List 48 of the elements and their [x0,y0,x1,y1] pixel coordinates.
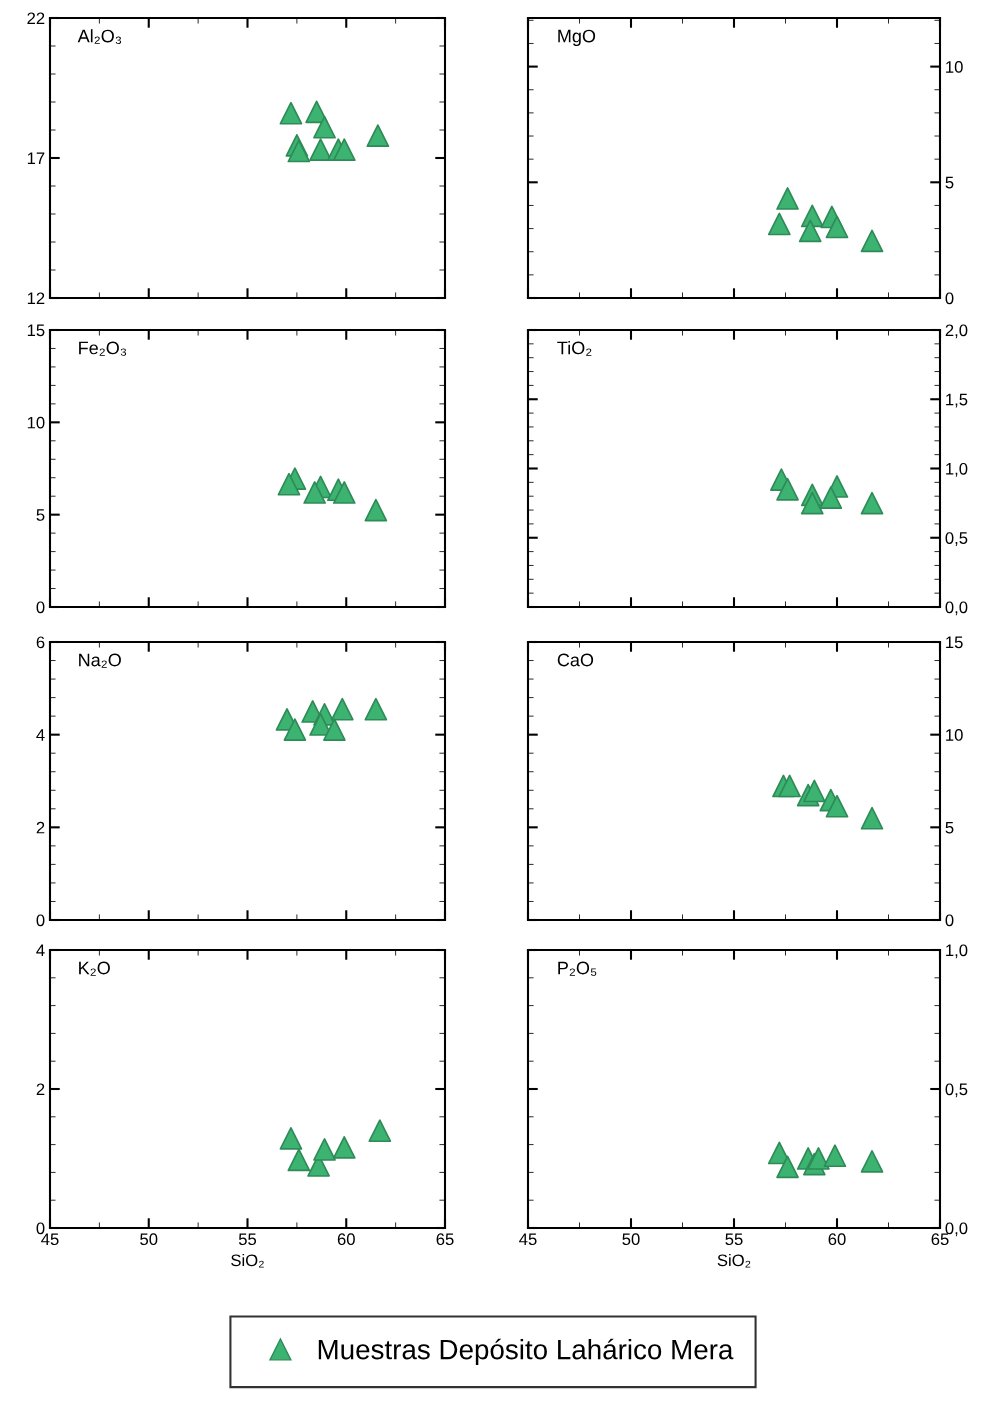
x-tick-label: 55 [725,1233,743,1246]
y-tick-label: 5 [945,821,954,834]
y-tick-label: 0,5 [945,532,968,546]
y-tick-label: 2 [36,1083,45,1096]
y-tick-label: 5 [945,176,954,189]
y-tick-label: 10 [946,61,963,73]
y-tick-label: 1,0 [946,944,968,959]
x-tick-label: 50 [140,1233,158,1246]
y-tick-label: 0 [36,601,45,614]
y-tick-label: 6 [36,636,45,649]
text: Al₂O₃ [77,29,122,44]
y-tick-label: 2,0 [945,324,968,339]
y-tick-label: 15 [27,324,45,337]
x-tick-label: 45 [519,1233,537,1246]
text: TiO₂ [557,341,592,356]
x-tick-label: 65 [436,1233,454,1246]
y-tick-label: 0,5 [945,1083,968,1098]
text: Na₂O [79,653,121,668]
y-tick-label: 17 [27,152,45,165]
x-tick-label: 55 [238,1233,257,1246]
x-tick-label: 45 [41,1233,59,1246]
y-tick-label: 15 [946,636,963,649]
y-tick-label: 0 [945,292,954,305]
y-tick-label: 4 [36,729,45,741]
y-tick-label: 4 [36,944,45,957]
y-tick-label: 1,5 [946,393,968,408]
y-tick-label: 5 [36,509,45,521]
chart-title: CaO [557,653,594,667]
y-tick-label: 0 [945,914,954,927]
x-axis-title: SiO₂ [231,1253,264,1268]
text: P₂O₅ [558,961,597,976]
y-tick-label: 1,0 [946,462,968,477]
x-tick-label: 60 [828,1233,846,1246]
y-tick-label: 2 [36,821,45,834]
x-axis-title: SiO₂ [717,1253,751,1268]
text: MgO [558,29,596,47]
legend-label: Muestras Depósito Lahárico Mera [318,1338,734,1365]
text: Fe₂O₃ [79,341,127,356]
x-tick-label: 50 [622,1233,640,1246]
y-tick-label: 10 [946,729,963,741]
y-tick-label: 22 [27,12,45,25]
y-tick-label: 0 [36,1222,45,1235]
y-tick-label: 0,0 [945,601,968,616]
x-tick-label: 60 [337,1233,355,1246]
text: K₂O [79,961,110,976]
y-tick-label: 10 [27,416,45,429]
y-tick-label: 0 [36,914,45,927]
y-tick-label: 12 [27,292,45,305]
